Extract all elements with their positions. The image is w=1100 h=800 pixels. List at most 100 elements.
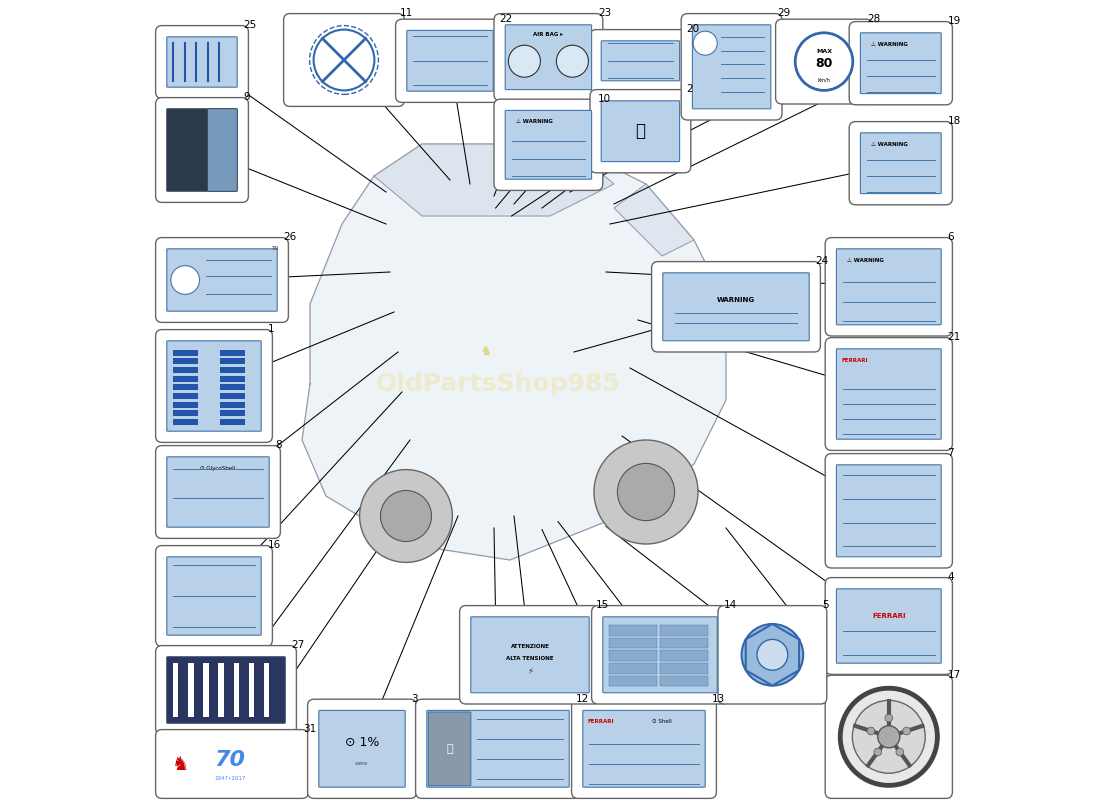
Text: ⊙ Shell: ⊙ Shell: [652, 719, 672, 724]
Text: WARNING: WARNING: [717, 298, 755, 303]
Text: ⚠ WARNING: ⚠ WARNING: [847, 258, 883, 262]
FancyBboxPatch shape: [220, 384, 245, 390]
Text: ⚡: ⚡: [527, 666, 532, 675]
FancyBboxPatch shape: [609, 676, 658, 686]
Polygon shape: [614, 184, 694, 256]
FancyBboxPatch shape: [609, 638, 658, 649]
FancyBboxPatch shape: [173, 402, 198, 407]
FancyBboxPatch shape: [167, 109, 238, 191]
Text: 19: 19: [947, 16, 961, 26]
Text: 6: 6: [947, 233, 954, 242]
Text: ALTA TENSIONE: ALTA TENSIONE: [506, 656, 553, 662]
FancyBboxPatch shape: [167, 37, 238, 87]
Text: 1: 1: [267, 325, 274, 334]
FancyBboxPatch shape: [173, 376, 198, 382]
FancyBboxPatch shape: [836, 249, 942, 325]
FancyBboxPatch shape: [592, 606, 728, 704]
Text: 17: 17: [947, 670, 961, 680]
FancyBboxPatch shape: [825, 578, 953, 674]
Circle shape: [508, 45, 540, 78]
FancyBboxPatch shape: [220, 367, 245, 373]
Text: 80: 80: [815, 57, 833, 70]
FancyBboxPatch shape: [249, 663, 254, 717]
FancyBboxPatch shape: [173, 367, 198, 373]
Circle shape: [557, 45, 588, 78]
FancyBboxPatch shape: [167, 657, 285, 723]
Text: 10: 10: [598, 94, 612, 104]
Circle shape: [170, 266, 199, 294]
Text: 18: 18: [947, 116, 961, 126]
FancyBboxPatch shape: [602, 41, 680, 81]
FancyBboxPatch shape: [836, 589, 942, 663]
FancyBboxPatch shape: [718, 606, 827, 704]
Circle shape: [741, 624, 803, 686]
FancyBboxPatch shape: [427, 710, 569, 787]
Polygon shape: [374, 144, 614, 216]
Text: 9: 9: [243, 92, 250, 102]
Circle shape: [867, 727, 875, 735]
Text: Km/h: Km/h: [817, 78, 830, 82]
Text: 21: 21: [947, 333, 961, 342]
Text: 23: 23: [598, 8, 612, 18]
Text: 14: 14: [724, 600, 737, 610]
Circle shape: [617, 463, 674, 521]
Circle shape: [903, 727, 911, 735]
Text: 1947•2017: 1947•2017: [214, 776, 245, 781]
FancyBboxPatch shape: [155, 446, 280, 538]
Text: 4: 4: [947, 573, 954, 582]
Text: 20: 20: [686, 24, 700, 34]
Text: 29: 29: [778, 8, 791, 18]
FancyBboxPatch shape: [505, 25, 592, 90]
FancyBboxPatch shape: [692, 25, 771, 109]
FancyBboxPatch shape: [860, 33, 942, 94]
FancyBboxPatch shape: [660, 625, 708, 636]
Text: 26: 26: [284, 233, 297, 242]
FancyBboxPatch shape: [663, 273, 810, 341]
FancyBboxPatch shape: [825, 338, 953, 450]
Circle shape: [360, 470, 452, 562]
Text: FERRARI: FERRARI: [842, 358, 868, 362]
Text: FERRARI: FERRARI: [587, 719, 614, 724]
FancyBboxPatch shape: [590, 90, 691, 173]
FancyBboxPatch shape: [284, 14, 405, 106]
FancyBboxPatch shape: [220, 358, 245, 365]
Text: ⊙ 1%: ⊙ 1%: [344, 736, 380, 749]
Circle shape: [795, 33, 852, 90]
Text: 15: 15: [595, 600, 609, 610]
FancyBboxPatch shape: [173, 663, 178, 717]
FancyBboxPatch shape: [155, 330, 273, 442]
FancyBboxPatch shape: [173, 410, 198, 416]
FancyBboxPatch shape: [603, 617, 717, 693]
FancyBboxPatch shape: [220, 376, 245, 382]
FancyBboxPatch shape: [849, 122, 953, 205]
FancyBboxPatch shape: [609, 625, 658, 636]
FancyBboxPatch shape: [155, 546, 273, 646]
Circle shape: [873, 748, 881, 756]
Text: ATTENZIONE: ATTENZIONE: [510, 644, 549, 650]
FancyBboxPatch shape: [319, 710, 405, 787]
FancyBboxPatch shape: [220, 350, 245, 356]
FancyBboxPatch shape: [572, 699, 716, 798]
Text: 13: 13: [712, 694, 725, 704]
Text: 2: 2: [686, 84, 693, 94]
FancyBboxPatch shape: [220, 402, 245, 407]
Text: 25: 25: [243, 20, 257, 30]
FancyBboxPatch shape: [173, 384, 198, 390]
Text: ⚠ WARNING: ⚠ WARNING: [871, 142, 908, 146]
FancyBboxPatch shape: [208, 109, 238, 191]
Text: 24: 24: [815, 256, 829, 266]
FancyBboxPatch shape: [602, 101, 680, 162]
FancyBboxPatch shape: [173, 358, 198, 365]
FancyBboxPatch shape: [308, 699, 417, 798]
Text: 70: 70: [214, 750, 245, 770]
Text: ⛯: ⛯: [447, 744, 453, 754]
FancyBboxPatch shape: [836, 349, 942, 439]
FancyBboxPatch shape: [155, 238, 288, 322]
Circle shape: [314, 30, 374, 90]
FancyBboxPatch shape: [188, 663, 194, 717]
FancyBboxPatch shape: [609, 663, 658, 674]
Circle shape: [884, 714, 893, 722]
FancyBboxPatch shape: [471, 617, 590, 693]
Circle shape: [878, 726, 900, 748]
Text: OldPartsShop985: OldPartsShop985: [376, 372, 620, 396]
